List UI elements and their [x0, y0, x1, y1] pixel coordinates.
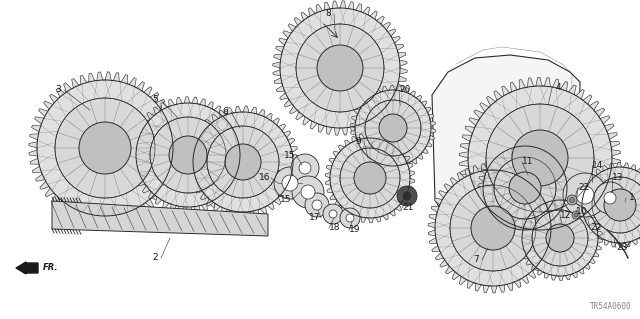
Circle shape: [301, 185, 315, 199]
Text: 13: 13: [612, 174, 624, 182]
Circle shape: [305, 193, 329, 217]
Circle shape: [346, 214, 354, 222]
Polygon shape: [273, 1, 407, 135]
Circle shape: [280, 8, 400, 128]
Polygon shape: [518, 196, 602, 280]
Polygon shape: [29, 72, 181, 224]
Polygon shape: [478, 141, 572, 235]
Circle shape: [450, 185, 536, 271]
Text: 22: 22: [590, 224, 602, 233]
Text: TR54A0600: TR54A0600: [590, 302, 632, 311]
Text: 15: 15: [284, 151, 296, 160]
Polygon shape: [325, 133, 415, 223]
Circle shape: [471, 206, 515, 250]
Text: 12: 12: [560, 211, 572, 219]
Circle shape: [292, 176, 324, 208]
Circle shape: [340, 148, 400, 208]
Circle shape: [317, 45, 363, 91]
Polygon shape: [351, 85, 435, 171]
Circle shape: [494, 157, 556, 219]
Polygon shape: [428, 163, 558, 293]
Circle shape: [403, 192, 411, 200]
Text: 18: 18: [329, 224, 340, 233]
Circle shape: [468, 86, 612, 230]
Circle shape: [572, 211, 580, 219]
Circle shape: [483, 146, 567, 230]
Circle shape: [397, 186, 417, 206]
Text: 4: 4: [555, 84, 561, 93]
Polygon shape: [460, 78, 621, 239]
Text: 9: 9: [355, 137, 361, 146]
Circle shape: [291, 154, 319, 182]
Circle shape: [340, 208, 360, 228]
Circle shape: [296, 24, 384, 112]
Text: 1: 1: [629, 194, 635, 203]
Circle shape: [604, 192, 616, 204]
Text: 22: 22: [579, 183, 589, 192]
Circle shape: [55, 98, 155, 198]
Text: 7: 7: [473, 256, 479, 264]
Text: 5: 5: [152, 95, 158, 105]
Circle shape: [274, 167, 306, 199]
Circle shape: [169, 136, 207, 174]
Circle shape: [312, 200, 322, 210]
Polygon shape: [577, 162, 640, 248]
Circle shape: [486, 104, 594, 212]
Circle shape: [354, 162, 386, 194]
Text: 21: 21: [403, 204, 413, 212]
Circle shape: [570, 197, 575, 203]
Polygon shape: [52, 201, 268, 236]
Circle shape: [604, 189, 636, 221]
Circle shape: [574, 213, 578, 217]
Text: 16: 16: [259, 174, 271, 182]
Circle shape: [582, 167, 640, 243]
Circle shape: [379, 114, 407, 142]
Circle shape: [509, 172, 541, 204]
Circle shape: [522, 200, 598, 276]
Text: 2: 2: [152, 254, 158, 263]
Circle shape: [365, 100, 421, 156]
Circle shape: [567, 195, 577, 205]
Text: 19: 19: [349, 226, 361, 234]
Polygon shape: [187, 106, 299, 218]
Circle shape: [329, 210, 337, 218]
Circle shape: [435, 170, 551, 286]
Circle shape: [576, 186, 594, 204]
Text: 23: 23: [616, 243, 628, 253]
Circle shape: [512, 130, 568, 186]
Circle shape: [546, 224, 574, 252]
Circle shape: [193, 112, 293, 212]
Polygon shape: [130, 97, 246, 213]
Circle shape: [330, 138, 410, 218]
Text: 11: 11: [522, 158, 534, 167]
Circle shape: [207, 126, 279, 198]
Circle shape: [225, 144, 261, 180]
Circle shape: [282, 175, 298, 191]
Text: 15: 15: [280, 196, 292, 204]
Text: 17: 17: [309, 213, 321, 222]
Text: 6: 6: [222, 108, 228, 116]
Text: FR.: FR.: [43, 263, 58, 272]
Circle shape: [299, 162, 311, 174]
Circle shape: [592, 177, 640, 233]
Text: 10: 10: [576, 207, 588, 217]
Circle shape: [323, 204, 343, 224]
Circle shape: [594, 182, 626, 214]
Polygon shape: [278, 170, 302, 196]
Circle shape: [355, 90, 431, 166]
Circle shape: [136, 103, 240, 207]
FancyArrow shape: [16, 262, 38, 274]
Text: 8: 8: [325, 10, 331, 19]
Circle shape: [150, 117, 226, 193]
Circle shape: [532, 210, 588, 266]
Text: 14: 14: [592, 160, 604, 169]
Circle shape: [563, 173, 607, 217]
Text: 20: 20: [399, 85, 411, 94]
Circle shape: [79, 122, 131, 174]
Text: 3: 3: [55, 85, 61, 94]
Circle shape: [37, 80, 173, 216]
Polygon shape: [432, 55, 580, 242]
